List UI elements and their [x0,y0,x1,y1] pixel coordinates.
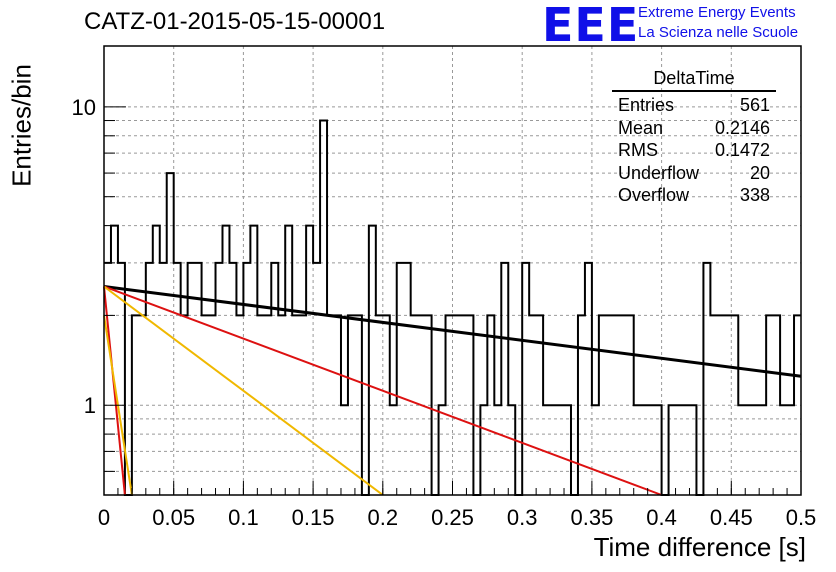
stats-row: RMS 0.1472 [612,139,776,162]
x-tick-label: 0.45 [710,505,753,530]
fit-curve [103,286,126,496]
y-axis-label: Entries/bin [6,64,37,187]
stats-row: Underflow 20 [612,162,776,185]
fit-curve [103,285,802,378]
stats-row: Mean 0.2146 [612,117,776,140]
stats-value: 20 [749,162,770,183]
stats-row: Entries 561 [612,94,776,117]
y-tick-label: 1 [84,393,96,418]
stats-label: Entries [618,95,675,115]
stats-title: DeltaTime [612,68,776,92]
x-tick-label: 0 [98,505,110,530]
x-tick-label: 0.2 [368,505,399,530]
fit-curve [103,285,384,496]
tick-labels: 0 0.05 0.1 0.15 0.2 0.25 0.3 0.35 0.4 0.45 0.5 1 10 [72,95,817,530]
x-tick-label: 0.5 [786,505,817,530]
logo-subtitle-1: Extreme Energy Events [638,4,796,21]
axis-ticks [103,106,802,496]
stats-label: Overflow [618,185,690,206]
x-tick-label: 0.1 [228,505,259,530]
x-tick-label: 0.05 [152,505,195,530]
x-tick-label: 0.15 [292,505,335,530]
fit-curve [103,285,662,496]
chart-title: CATZ-01-2015-05-15-00001 [84,8,386,35]
stats-box: DeltaTime Entries 561 Mean 0.2146 RMS 0.147… [612,68,776,207]
stats-label: Mean [618,117,664,138]
stats-value: 561 [739,95,770,115]
fit-curves [103,285,802,496]
stats-value: 0.2146 [714,117,770,138]
x-tick-label: 0.4 [646,505,677,530]
stats-value: 0.1472 [714,140,770,161]
stats-label: RMS [618,140,658,161]
x-axis-label: Time difference [s] [593,532,806,562]
stats-row: Overflow 338 [612,184,776,207]
eee-logo: EEE [542,0,640,52]
y-tick-label: 10 [72,95,96,120]
logo-subtitle-2: La Scienza nelle Scuole [638,24,799,41]
x-tick-label: 0.35 [570,505,613,530]
stats-value: 338 [739,185,770,206]
x-tick-label: 0.3 [507,505,538,530]
x-tick-label: 0.25 [431,505,474,530]
stats-label: Underflow [618,162,700,183]
